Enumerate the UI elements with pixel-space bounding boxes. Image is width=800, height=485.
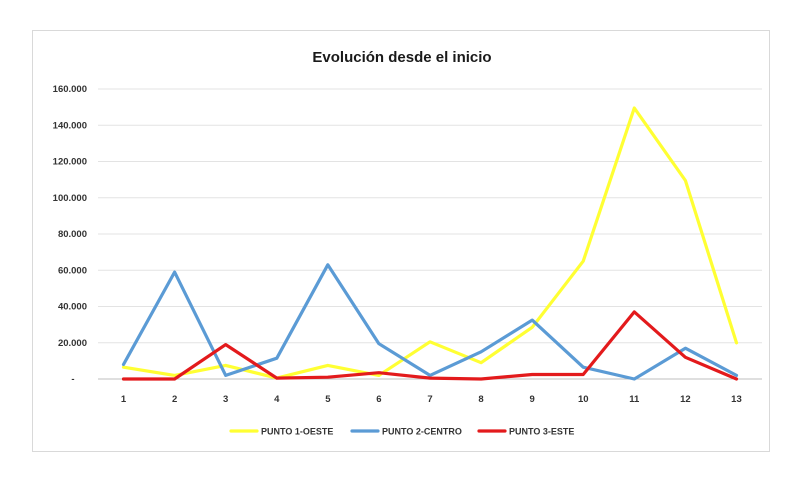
y-tick-label: 80.000 bbox=[58, 229, 87, 240]
x-tick-label: 4 bbox=[274, 394, 280, 405]
legend-label: PUNTO 1-OESTE bbox=[261, 427, 333, 437]
x-tick-label: 6 bbox=[376, 394, 381, 405]
series-lines bbox=[121, 106, 739, 381]
y-tick-label: 140.000 bbox=[53, 120, 87, 131]
x-tick-label: 1 bbox=[121, 394, 127, 405]
x-tick-label: 5 bbox=[325, 394, 331, 405]
x-tick-label: 8 bbox=[478, 394, 483, 405]
y-tick-label: 60.000 bbox=[58, 265, 87, 276]
series-line-2 bbox=[121, 263, 739, 381]
legend: PUNTO 1-OESTE PUNTO 2-CENTRO PUNTO 3-ESTE bbox=[229, 427, 574, 437]
chart-frame: - 20.000 40.000 60.000 80.000 100.000 120.000 1… bbox=[32, 30, 770, 452]
x-tick-label: 10 bbox=[578, 394, 589, 405]
legend-label: PUNTO 2-CENTRO bbox=[382, 427, 462, 437]
line-chart: - 20.000 40.000 60.000 80.000 100.000 120.000 1… bbox=[53, 49, 762, 437]
axis-labels: - 20.000 40.000 60.000 80.000 100.000 120.000 1… bbox=[53, 84, 742, 405]
y-tick-label: 40.000 bbox=[58, 302, 87, 313]
x-tick-label: 9 bbox=[530, 394, 535, 405]
x-tick-label: 13 bbox=[731, 394, 742, 405]
x-tick-label: 3 bbox=[223, 394, 228, 405]
y-tick-label: 20.000 bbox=[58, 338, 87, 349]
y-tick-label: - bbox=[71, 374, 74, 385]
x-tick-label: 7 bbox=[427, 394, 432, 405]
legend-label: PUNTO 3-ESTE bbox=[509, 427, 574, 437]
chart-title: Evolución desde el inicio bbox=[312, 49, 491, 66]
y-tick-label: 160.000 bbox=[53, 84, 87, 95]
series-line-3 bbox=[121, 310, 739, 381]
x-tick-label: 12 bbox=[680, 394, 691, 405]
y-tick-label: 120.000 bbox=[53, 157, 87, 168]
x-tick-label: 2 bbox=[172, 394, 177, 405]
y-tick-label: 100.000 bbox=[53, 193, 87, 204]
series-line-1 bbox=[121, 106, 739, 380]
x-tick-label: 11 bbox=[629, 394, 640, 405]
